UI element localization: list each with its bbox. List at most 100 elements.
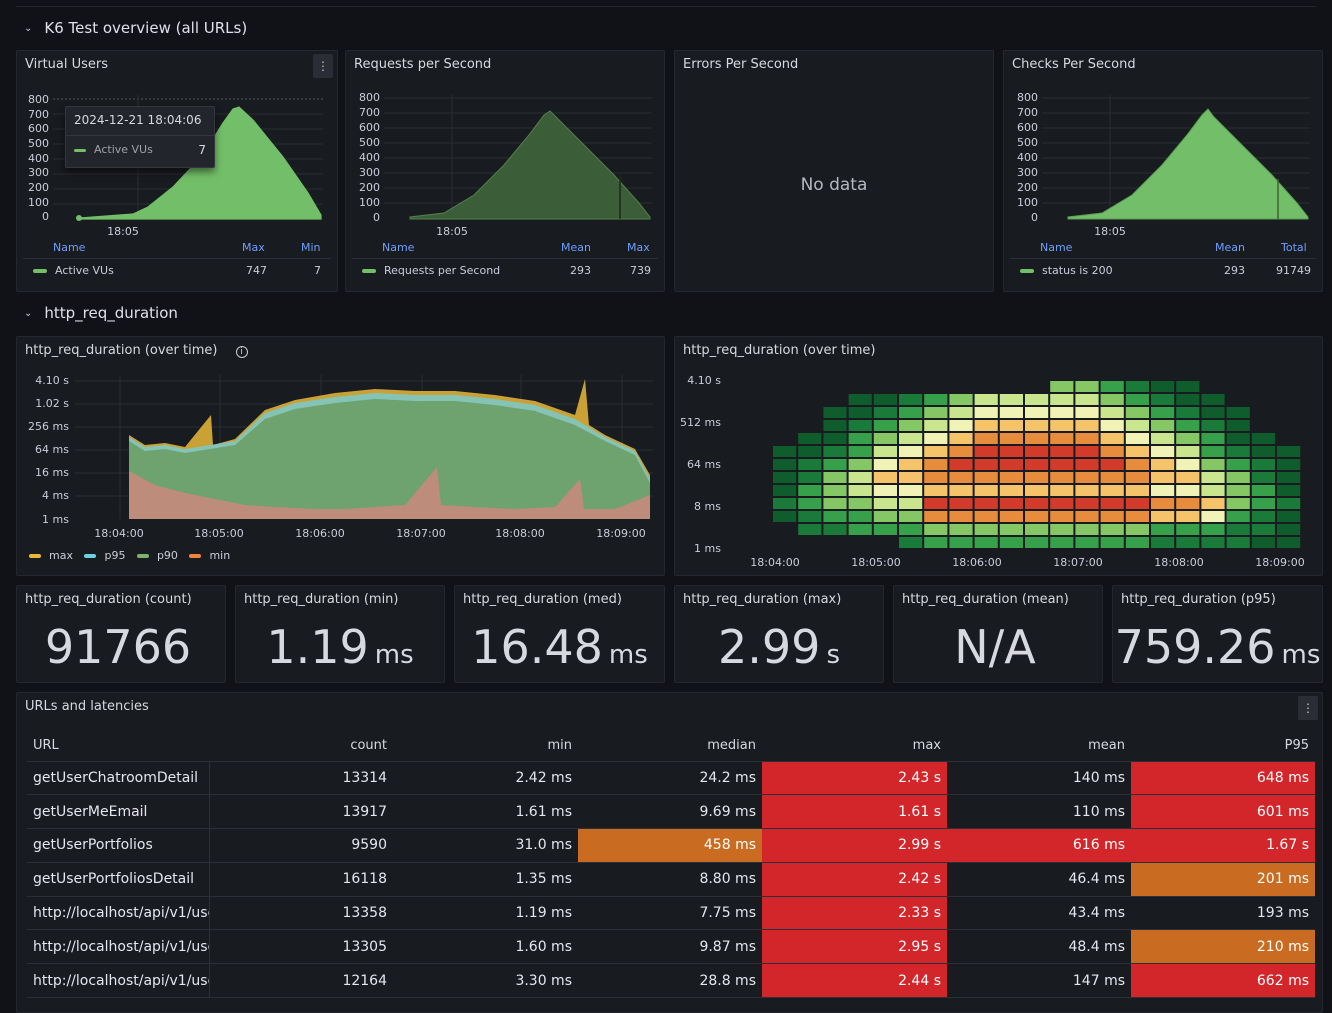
- heatmap-cell: [798, 524, 822, 535]
- heatmap-cell: [773, 446, 797, 457]
- heatmap-cell: [1025, 407, 1049, 418]
- panel-duration-timeseries[interactable]: http_req_duration (over time) i 4.10 s 1…: [16, 336, 665, 576]
- heatmap-cell: [974, 407, 998, 418]
- col-header-mean[interactable]: mean: [947, 731, 1131, 762]
- x-tick: 18:07:00: [396, 527, 446, 540]
- heatmap-cell: [974, 537, 998, 548]
- heatmap-cell: [1176, 459, 1200, 470]
- panel-title: http_req_duration (max): [683, 592, 842, 607]
- col-header-url[interactable]: URL: [27, 731, 209, 762]
- y-tick: 1.02 s: [35, 397, 69, 410]
- heatmap-cell: [949, 511, 973, 522]
- legend-header-name[interactable]: Name: [53, 241, 86, 254]
- y-tick: 600: [1017, 121, 1038, 134]
- legend-header-max[interactable]: Max: [242, 241, 265, 254]
- y-tick: 300: [28, 166, 49, 179]
- heatmap-cell: [798, 485, 822, 496]
- cps-area-chart[interactable]: [1042, 95, 1310, 221]
- legend-item-p95[interactable]: p95: [84, 549, 125, 562]
- col-header-min[interactable]: min: [393, 731, 578, 762]
- col-header-count[interactable]: count: [209, 731, 393, 762]
- heatmap-cell: [798, 472, 822, 483]
- heatmap-cell: [1201, 485, 1225, 496]
- legend-item-min[interactable]: min: [189, 549, 230, 562]
- legend-header-mean[interactable]: Mean: [1215, 241, 1245, 254]
- cell-count: 13358: [209, 896, 393, 931]
- panel-errors-per-second[interactable]: Errors Per Second No data: [674, 50, 994, 292]
- legend-item-p90[interactable]: p90: [136, 549, 178, 562]
- panel-requests-per-second[interactable]: Requests per Second 800 700 600 500 400 …: [345, 50, 665, 292]
- heatmap-cell: [949, 433, 973, 444]
- heatmap-cell: [848, 394, 872, 405]
- heatmap-cell: [1176, 472, 1200, 483]
- heatmap-cell: [1277, 459, 1301, 470]
- legend-item-max[interactable]: max: [29, 549, 73, 562]
- legend-header-total[interactable]: Total: [1281, 241, 1307, 254]
- legend-header-mean[interactable]: Mean: [561, 241, 591, 254]
- rps-area-chart[interactable]: [384, 95, 652, 221]
- heatmap-chart[interactable]: [773, 381, 1309, 551]
- cell-min: 1.35 ms: [393, 862, 578, 897]
- stat-count[interactable]: http_req_duration (count) 91766: [16, 585, 226, 683]
- heatmap-cell: [1075, 420, 1099, 431]
- heatmap-cell: [974, 459, 998, 470]
- cell-url: getUserChatroomDetail: [27, 761, 210, 796]
- heatmap-cell: [1251, 524, 1275, 535]
- heatmap-cell: [1050, 459, 1074, 470]
- heatmap-cell: [1100, 511, 1124, 522]
- col-header-median[interactable]: median: [578, 731, 762, 762]
- stat-median[interactable]: http_req_duration (med) 16.48 ms: [454, 585, 665, 683]
- heatmap-cell: [1226, 459, 1250, 470]
- stat-p95[interactable]: http_req_duration (p95) 759.26 ms: [1112, 585, 1323, 683]
- y-tick: 0: [1031, 211, 1038, 224]
- legend-series[interactable]: status is 200: [1020, 264, 1113, 277]
- stat-mean[interactable]: http_req_duration (mean) N/A: [893, 585, 1103, 683]
- heatmap-cell: [823, 407, 847, 418]
- y-tick: 300: [1017, 166, 1038, 179]
- legend-max-value: 739: [630, 264, 651, 277]
- panel-urls-latencies[interactable]: URLs and latencies ⋮ URL count min media…: [16, 692, 1323, 1013]
- duration-timeseries-chart[interactable]: [75, 375, 653, 521]
- heatmap-cell: [949, 407, 973, 418]
- heatmap-cell: [1201, 433, 1225, 444]
- stat-min[interactable]: http_req_duration (min) 1.19 ms: [235, 585, 445, 683]
- table-row: getUserPortfolios 9590 31.0 ms 458 ms 2.99 s…: [27, 828, 1315, 863]
- panel-duration-heatmap[interactable]: http_req_duration (over time) 4.10 s 512…: [674, 336, 1323, 576]
- heatmap-cell: [899, 511, 923, 522]
- y-tick: 100: [28, 196, 49, 209]
- top-divider: [16, 6, 1316, 7]
- panel-title: http_req_duration (p95): [1121, 592, 1276, 607]
- panel-menu-icon[interactable]: ⋮: [1298, 696, 1318, 720]
- legend-header-min[interactable]: Min: [301, 241, 321, 254]
- heatmap-cell: [1025, 537, 1049, 548]
- heatmap-cell: [899, 524, 923, 535]
- heatmap-cell: [773, 459, 797, 470]
- legend-series[interactable]: Requests per Second: [362, 264, 500, 277]
- heatmap-cell: [1176, 446, 1200, 457]
- legend-header-max[interactable]: Max: [627, 241, 650, 254]
- info-icon[interactable]: i: [235, 346, 248, 358]
- panel-checks-per-second[interactable]: Checks Per Second 800 700 600 500 400 30…: [1003, 50, 1323, 292]
- heatmap-cell: [999, 446, 1023, 457]
- panel-menu-icon[interactable]: ⋮: [313, 54, 333, 78]
- cell-median: 9.69 ms: [578, 794, 762, 830]
- heatmap-cell: [999, 420, 1023, 431]
- col-header-max[interactable]: max: [762, 731, 947, 762]
- heatmap-cell: [1100, 459, 1124, 470]
- legend-series[interactable]: Active VUs: [33, 264, 114, 277]
- y-tick: 256 ms: [28, 420, 69, 433]
- legend-header-name[interactable]: Name: [382, 241, 415, 254]
- col-header-p95[interactable]: P95: [1131, 731, 1315, 762]
- heatmap-cell: [798, 511, 822, 522]
- x-tick: 18:05: [436, 225, 468, 238]
- heatmap-cell: [999, 433, 1023, 444]
- stat-max[interactable]: http_req_duration (max) 2.99 s: [674, 585, 884, 683]
- row-header-http-req-duration[interactable]: ⌄ http_req_duration: [16, 300, 178, 326]
- legend-header-name[interactable]: Name: [1040, 241, 1073, 254]
- heatmap-cell: [899, 459, 923, 470]
- y-tick: 200: [359, 181, 380, 194]
- heatmap-cell: [899, 407, 923, 418]
- panel-virtual-users[interactable]: Virtual Users ⋮ 800 700 600 500 400 300 …: [16, 50, 338, 292]
- row-header-overview[interactable]: ⌄ K6 Test overview (all URLs): [16, 15, 247, 41]
- heatmap-cell: [899, 498, 923, 509]
